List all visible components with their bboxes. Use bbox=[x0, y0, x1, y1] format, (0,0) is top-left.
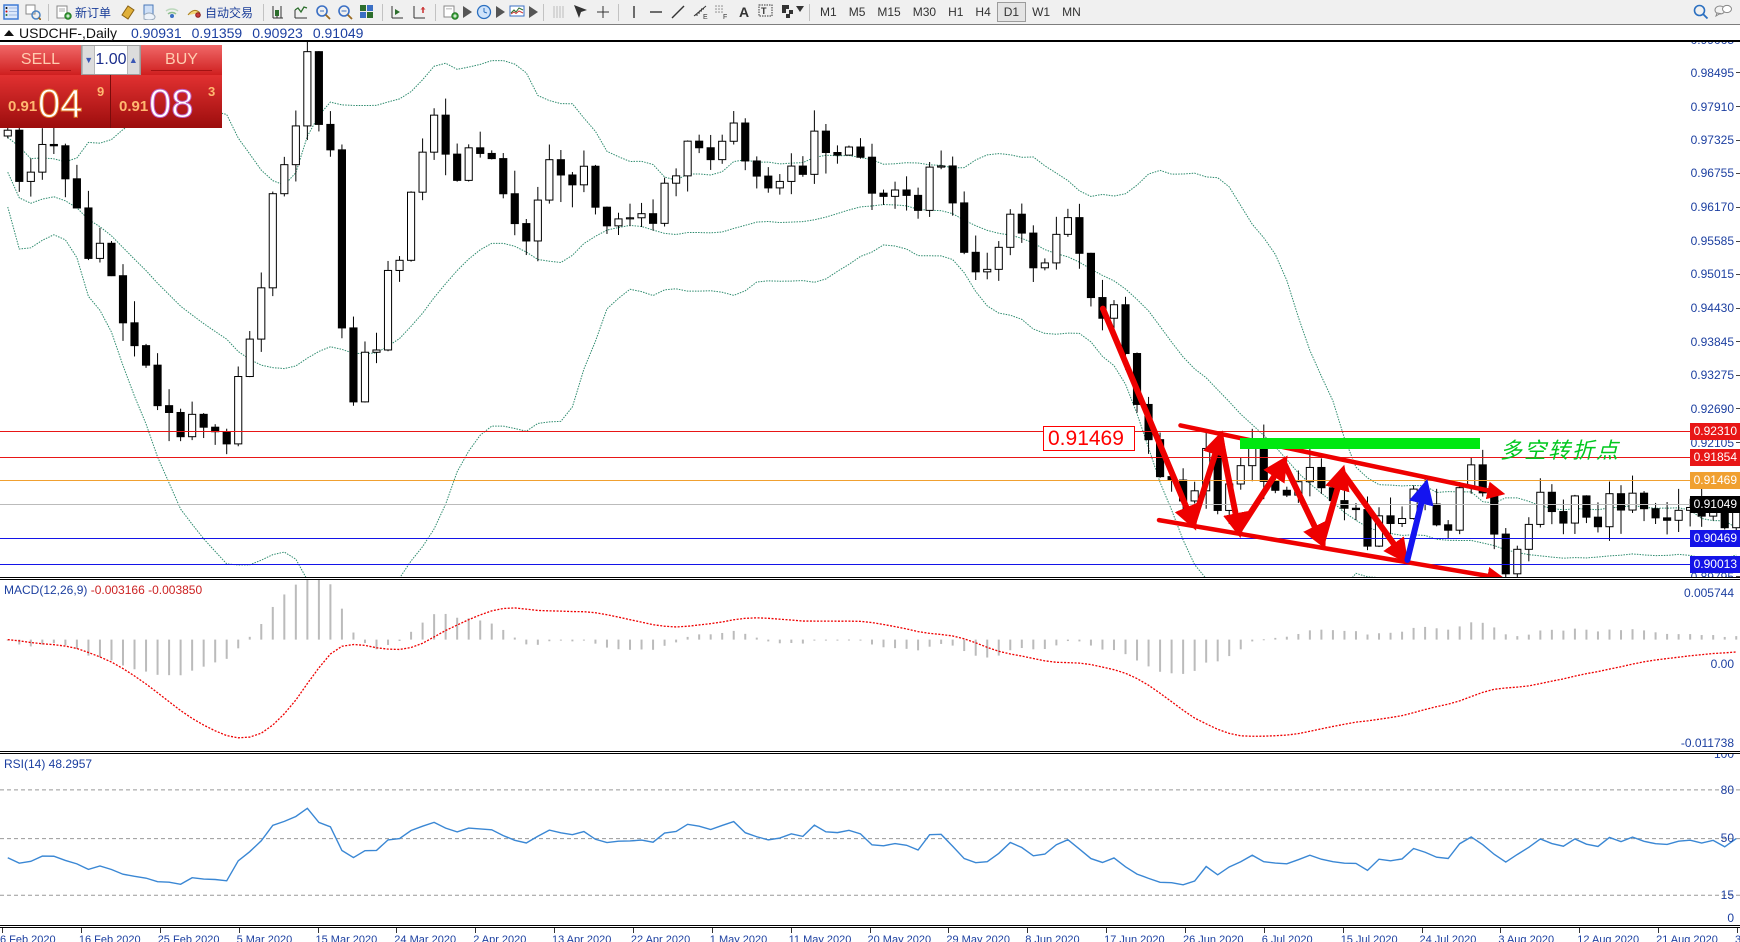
svg-text:T: T bbox=[761, 6, 767, 16]
svg-text:E: E bbox=[703, 14, 708, 20]
svg-text:F: F bbox=[723, 14, 727, 20]
